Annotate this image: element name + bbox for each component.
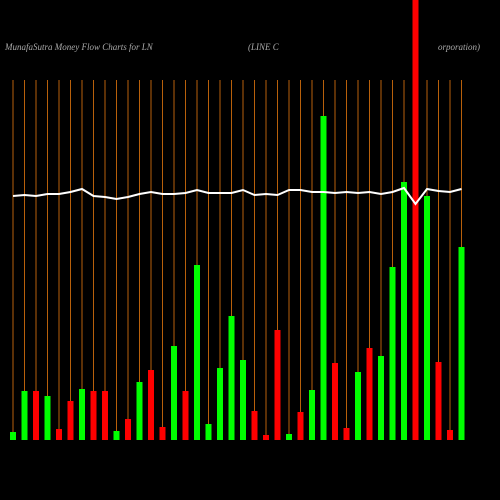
bar — [125, 419, 131, 440]
chart-subtitle: (LINE C — [248, 42, 280, 52]
bar — [136, 382, 143, 440]
bar — [251, 411, 258, 440]
bar — [102, 391, 108, 440]
bar — [182, 391, 189, 440]
bar — [355, 372, 361, 440]
bar — [320, 116, 327, 440]
bar — [33, 391, 39, 440]
bar — [378, 356, 384, 440]
bar — [240, 360, 246, 440]
bar — [424, 196, 430, 440]
bar — [159, 427, 166, 440]
bar — [412, 0, 419, 440]
bar — [274, 330, 281, 440]
bar — [389, 267, 396, 440]
bar — [332, 363, 338, 440]
bar — [194, 265, 200, 440]
bar — [447, 430, 453, 440]
bar — [228, 316, 235, 440]
bar — [297, 412, 304, 440]
bar — [435, 362, 442, 440]
bar — [401, 182, 407, 440]
bar — [171, 346, 177, 440]
bar — [366, 348, 373, 440]
bar — [263, 435, 269, 440]
bar — [67, 401, 74, 440]
chart-title: MunafaSutra Money Flow Charts for LN — [4, 42, 154, 52]
bar — [458, 247, 465, 440]
bar — [148, 370, 154, 440]
bar — [309, 390, 315, 440]
bar — [343, 428, 350, 440]
bar — [217, 368, 223, 440]
bar — [205, 424, 212, 440]
bar — [44, 396, 51, 440]
money-flow-line — [12, 186, 462, 206]
bar — [90, 391, 97, 440]
bar — [113, 431, 120, 440]
bar — [21, 391, 28, 440]
bar — [56, 429, 62, 440]
chart-subtitle: orporation) — [438, 42, 480, 52]
bar — [286, 434, 292, 440]
bar — [79, 389, 85, 440]
bar — [10, 432, 16, 440]
